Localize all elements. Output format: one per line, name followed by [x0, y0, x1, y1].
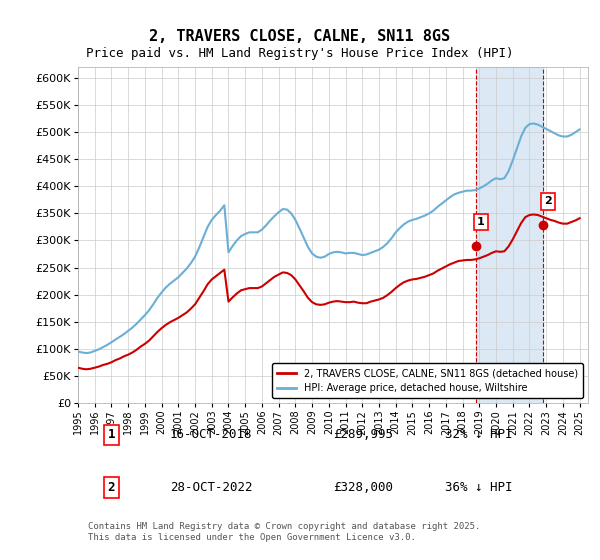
Text: 2, TRAVERS CLOSE, CALNE, SN11 8GS: 2, TRAVERS CLOSE, CALNE, SN11 8GS [149, 29, 451, 44]
Text: Contains HM Land Registry data © Crown copyright and database right 2025.
This d: Contains HM Land Registry data © Crown c… [88, 522, 481, 542]
Text: 2: 2 [107, 481, 115, 494]
Text: 36% ↓ HPI: 36% ↓ HPI [445, 481, 513, 494]
Text: 16-OCT-2018: 16-OCT-2018 [170, 428, 253, 441]
Text: 1: 1 [107, 428, 115, 441]
Text: £289,995: £289,995 [333, 428, 393, 441]
Text: 1: 1 [477, 217, 485, 227]
Bar [476, 67, 543, 403]
Text: 32% ↓ HPI: 32% ↓ HPI [445, 428, 513, 441]
Text: Price paid vs. HM Land Registry's House Price Index (HPI): Price paid vs. HM Land Registry's House … [86, 46, 514, 60]
Text: 28-OCT-2022: 28-OCT-2022 [170, 481, 253, 494]
Text: 2: 2 [544, 197, 552, 206]
Text: £328,000: £328,000 [333, 481, 393, 494]
Legend: 2, TRAVERS CLOSE, CALNE, SN11 8GS (detached house), HPI: Average price, detached: 2, TRAVERS CLOSE, CALNE, SN11 8GS (detac… [272, 363, 583, 398]
